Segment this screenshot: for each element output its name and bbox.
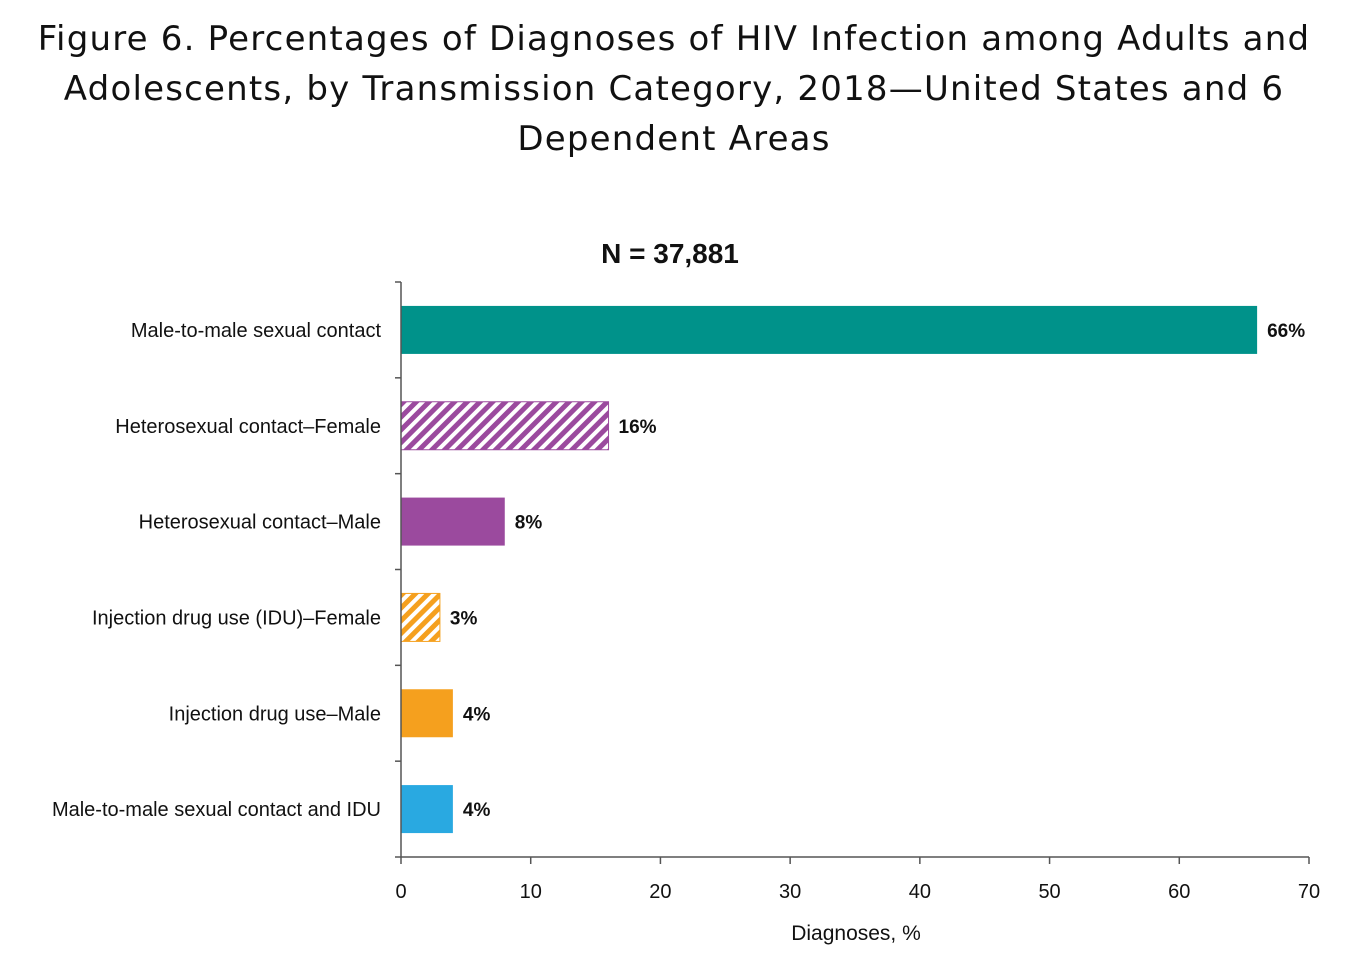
x-tick-label: 60	[1168, 881, 1190, 903]
category-label: Male-to-male sexual contact	[131, 320, 382, 342]
value-label: 4%	[463, 704, 491, 725]
x-axis-label: Diagnoses, %	[791, 922, 921, 945]
value-label: 3%	[450, 608, 478, 629]
chart-subtitle: N = 37,881	[601, 238, 739, 269]
bar	[400, 592, 441, 642]
bar	[401, 497, 505, 546]
x-tick-label: 40	[909, 881, 931, 903]
bar	[400, 401, 610, 451]
category-label: Injection drug use–Male	[169, 703, 381, 725]
x-tick-label: 30	[779, 881, 801, 903]
x-tick-label: 0	[395, 881, 406, 903]
value-label: 4%	[463, 800, 491, 821]
bar	[401, 305, 1258, 354]
x-tick-label: 50	[1038, 881, 1060, 903]
bar	[401, 785, 453, 834]
value-label: 8%	[515, 513, 543, 534]
bar	[401, 689, 453, 738]
value-label: 66%	[1267, 321, 1305, 342]
chart-title: Figure 6. Percentages of Diagnoses of HI…	[37, 19, 1311, 159]
x-tick-label: 20	[649, 881, 671, 903]
value-label: 16%	[619, 417, 657, 438]
category-label: Heterosexual contact–Female	[115, 416, 381, 438]
x-tick-label: 70	[1298, 881, 1320, 903]
category-label: Male-to-male sexual contact and IDU	[52, 799, 381, 821]
x-tick-label: 10	[520, 881, 542, 903]
category-label: Heterosexual contact–Male	[139, 512, 381, 534]
category-label: Injection drug use (IDU)–Female	[92, 607, 381, 629]
